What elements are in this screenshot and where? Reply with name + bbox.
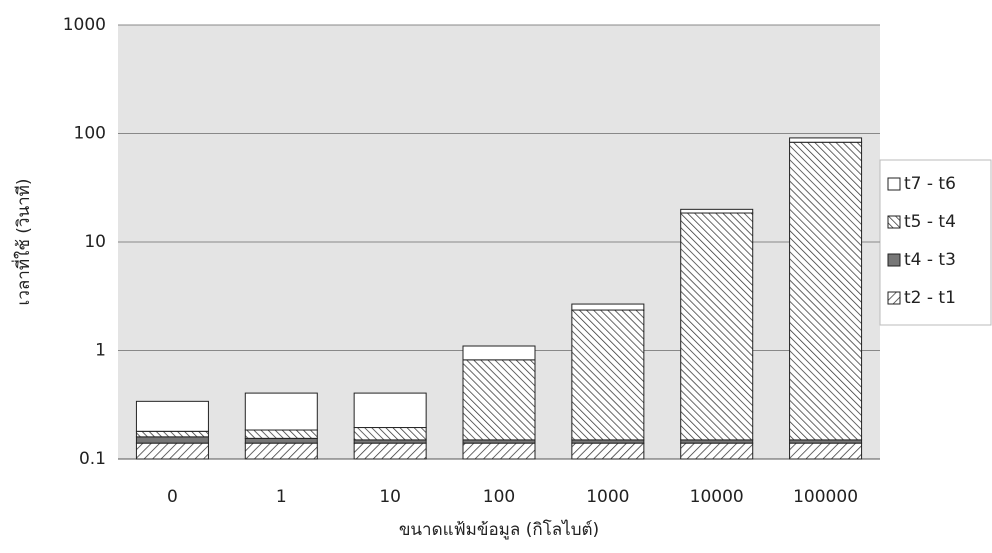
bar-segment — [245, 438, 317, 443]
y-tick-label: 100 — [74, 124, 106, 144]
y-tick-label: 1 — [95, 341, 106, 361]
legend-label: t4 - t3 — [904, 250, 956, 270]
legend-swatch — [888, 178, 900, 190]
bar-segment — [790, 142, 862, 440]
bar-segment — [354, 428, 426, 440]
bar-segment — [572, 310, 644, 440]
legend-label: t2 - t1 — [904, 288, 956, 308]
legend-label: t5 - t4 — [904, 212, 956, 232]
bar-segment — [354, 443, 426, 459]
bar-segment — [463, 346, 535, 360]
x-tick-label: 0 — [167, 487, 178, 507]
bar-segment — [790, 443, 862, 459]
bar-segment — [136, 431, 208, 437]
bar-segment — [136, 401, 208, 431]
x-tick-label: 1 — [276, 487, 287, 507]
bar-segment — [572, 443, 644, 459]
x-axis-title: ขนาดแฟ้มข้อมูล (กิโลไบต์) — [399, 519, 599, 540]
y-tick-label: 0.1 — [79, 449, 106, 469]
bar-segment — [463, 360, 535, 440]
x-tick-label: 10000 — [690, 487, 744, 507]
x-tick-label: 100000 — [793, 487, 858, 507]
bar-segment — [681, 443, 753, 459]
x-tick-label: 100 — [483, 487, 515, 507]
legend-swatch — [888, 254, 900, 266]
bar-segment — [790, 138, 862, 142]
bar-segment — [136, 443, 208, 459]
y-tick-label: 1000 — [63, 15, 106, 35]
bar-segment — [136, 437, 208, 443]
bar-segment — [354, 393, 426, 427]
legend-swatch — [888, 292, 900, 304]
y-axis-title: เวลาที่ใช้ (วินาที) — [11, 179, 34, 306]
bar-segment — [245, 443, 317, 459]
legend-swatch — [888, 216, 900, 228]
bar-segment — [572, 304, 644, 310]
bar-segment — [463, 443, 535, 459]
bar-segment — [245, 393, 317, 430]
legend-label: t7 - t6 — [904, 174, 956, 194]
x-tick-label: 1000 — [586, 487, 629, 507]
bar-segment — [245, 430, 317, 438]
bar-segment — [681, 209, 753, 213]
y-tick-label: 10 — [84, 232, 106, 252]
x-tick-label: 10 — [379, 487, 401, 507]
chart: เวลาที่ใช้ (วินาที) ขนาดแฟ้มข้อมูล (กิโล… — [0, 0, 992, 549]
bar-segment — [681, 213, 753, 440]
